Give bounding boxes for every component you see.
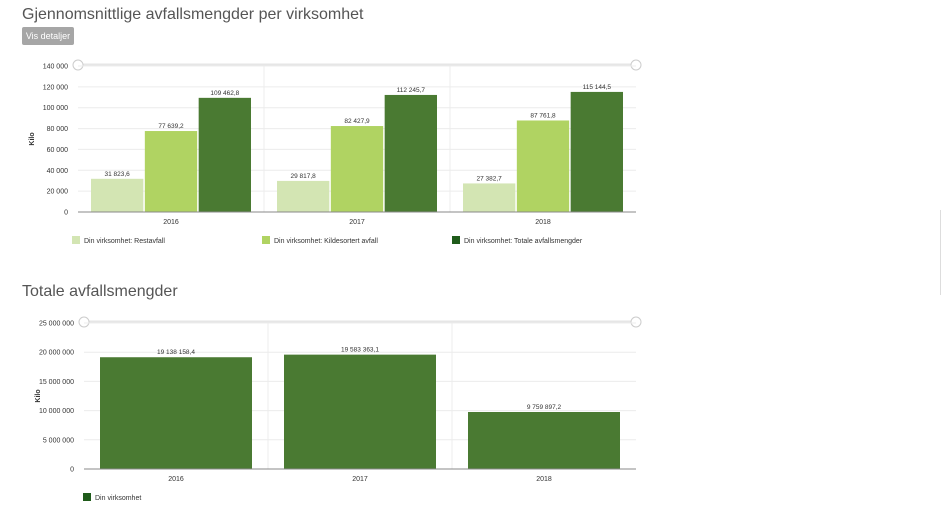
bar[interactable] [570, 91, 623, 212]
y-tick-label: 10 000 000 [39, 408, 74, 415]
average-waste-chart: 0 20 000 40 000 60 000 80 000 100 000 120 000 1… [29, 59, 642, 245]
range-handle-right[interactable] [630, 316, 642, 328]
y-tick-label: 25 000 000 [39, 321, 74, 328]
legend-swatch [72, 236, 80, 244]
data-label: 27 382,7 [477, 175, 503, 182]
y-tick-label: 100 000 [43, 105, 68, 112]
y-tick-label: 80 000 [47, 126, 69, 133]
x-tick-label: 2018 [535, 219, 551, 226]
y-axis-label: Kilo [29, 132, 36, 145]
legend-item[interactable]: Din virksomhet: Restavfall [72, 236, 165, 245]
range-handle-left[interactable] [78, 316, 90, 328]
legend-item[interactable]: Din virksomhet: Totale avfallsmengder [452, 236, 583, 245]
legend-item[interactable]: Din virksomhet: Kildesortert avfall [262, 236, 378, 245]
y-tick-label: 15 000 000 [39, 379, 74, 386]
data-label: 19 138 158,4 [157, 349, 195, 356]
y-tick-label: 0 [64, 210, 68, 217]
show-details-button[interactable]: Vis detaljer [22, 27, 74, 45]
legend-swatch [452, 236, 460, 244]
bar[interactable] [100, 357, 252, 469]
y-tick-label: 120 000 [43, 84, 68, 91]
y-axis-label: Kilo [35, 389, 42, 402]
legend-label: Din virksomhet: Kildesortert avfall [274, 238, 378, 245]
y-tick-label: 5 000 000 [43, 437, 74, 444]
bar[interactable] [468, 412, 620, 469]
bar[interactable] [384, 94, 437, 212]
total-waste-chart: 0 5 000 000 10 000 000 15 000 000 20 000 000… [35, 316, 642, 502]
data-label: 29 817,8 [291, 173, 317, 180]
data-label: 19 583 363,1 [341, 347, 379, 354]
x-tick-label: 2016 [168, 476, 184, 483]
y-tick-label: 20 000 [47, 189, 69, 196]
y-tick-label: 40 000 [47, 168, 69, 175]
x-tick-label: 2017 [349, 219, 365, 226]
section-title-average: Gjennomsnittlige avfallsmengder per virk… [22, 6, 364, 23]
x-tick-label: 2018 [536, 476, 552, 483]
y-tick-label: 20 000 000 [39, 350, 74, 357]
data-label: 109 462,8 [210, 90, 239, 97]
bar[interactable] [198, 97, 251, 212]
bar[interactable] [91, 178, 144, 212]
data-label: 77 639,2 [158, 123, 184, 130]
y-tick-label: 60 000 [47, 147, 69, 154]
legend-item[interactable]: Din virksomhet [83, 493, 141, 502]
bar[interactable] [284, 354, 436, 469]
data-label: 112 245,7 [397, 87, 426, 94]
legend-swatch [83, 493, 91, 501]
bar[interactable] [144, 131, 198, 212]
legend-label: Din virksomhet: Restavfall [84, 238, 165, 245]
x-tick-label: 2017 [352, 476, 368, 483]
data-label: 31 823,6 [105, 171, 131, 178]
section-title-total: Totale avfallsmengder [22, 283, 178, 300]
data-label: 82 427,9 [344, 118, 370, 125]
bar[interactable] [463, 183, 516, 212]
y-tick-label: 140 000 [43, 64, 68, 71]
range-handle-left[interactable] [72, 59, 84, 71]
range-handle-right[interactable] [630, 59, 642, 71]
legend-swatch [262, 236, 270, 244]
x-tick-label: 2016 [163, 219, 179, 226]
data-label: 115 144,5 [583, 84, 612, 91]
legend-label: Din virksomhet: Totale avfallsmengder [464, 238, 583, 245]
data-label: 87 761,8 [530, 112, 556, 119]
bar[interactable] [277, 180, 330, 212]
y-tick-label: 0 [70, 467, 74, 474]
bar[interactable] [330, 126, 384, 212]
legend-label: Din virksomhet [95, 495, 141, 502]
bar[interactable] [516, 120, 570, 212]
data-label: 9 759 897,2 [527, 404, 562, 411]
